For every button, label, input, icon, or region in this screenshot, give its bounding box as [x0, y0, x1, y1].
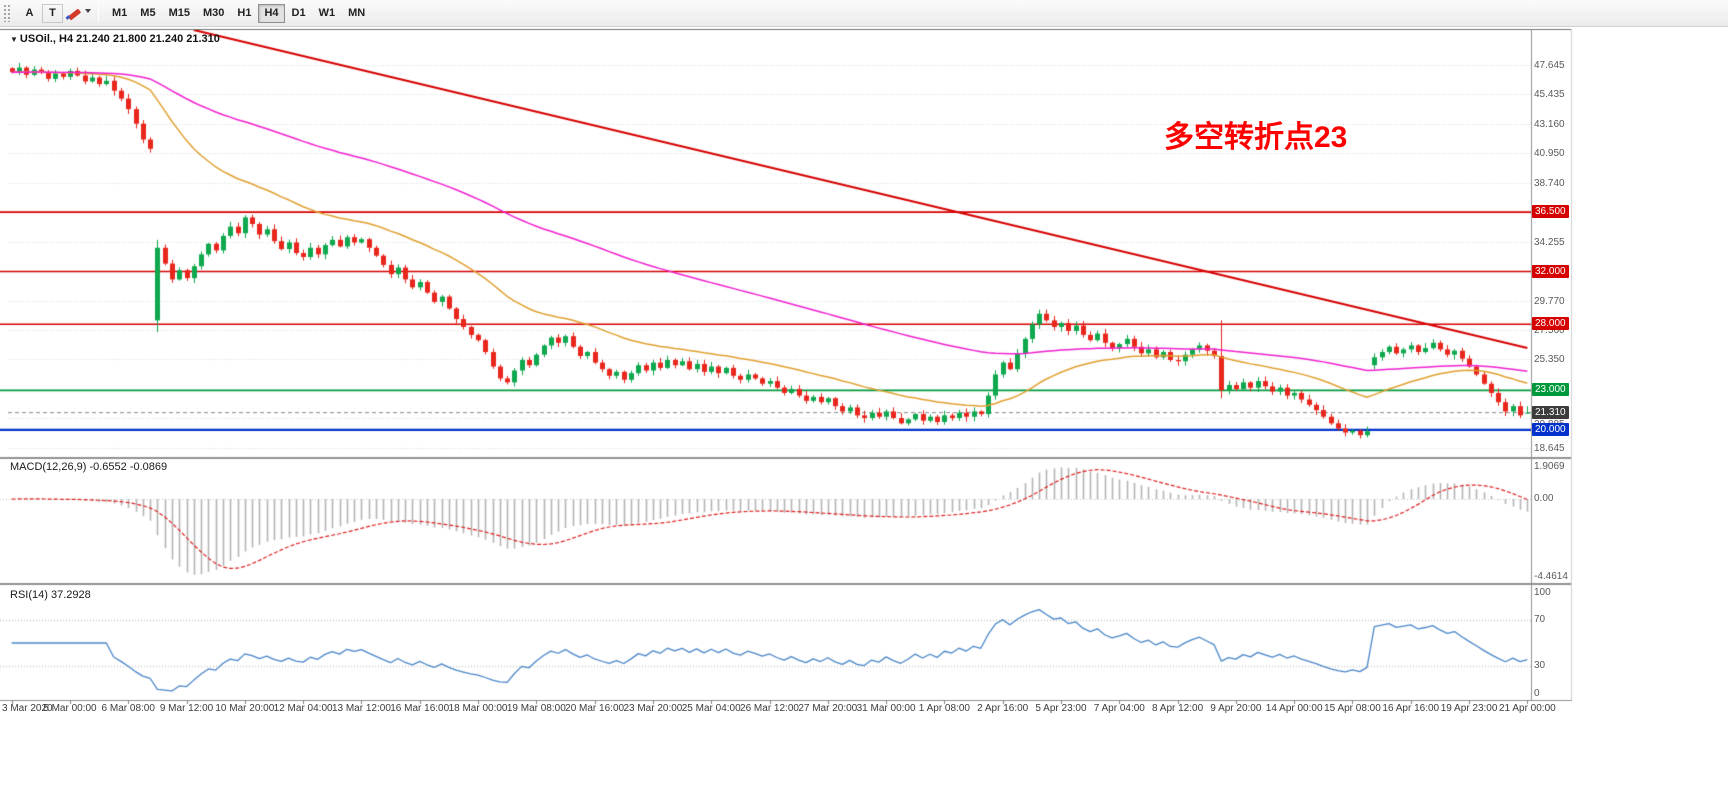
rsi-axis-label: 100	[1534, 587, 1551, 598]
time-axis-label: 2 Apr 16:00	[977, 703, 1029, 714]
time-axis-label: 12 Mar 04:00	[273, 703, 333, 714]
time-axis-label: 9 Apr 20:00	[1210, 703, 1262, 714]
time-axis-label: 19 Apr 23:00	[1440, 703, 1498, 714]
time-axis-label: 20 Mar 16:00	[565, 703, 625, 714]
time-axis-label: 25 Mar 04:00	[681, 703, 741, 714]
symbol-label: ▼ USOil., H4 21.240 21.800 21.240 21.310	[10, 33, 220, 45]
time-axis-label: 7 Apr 04:00	[1093, 703, 1145, 714]
toolbar: A T M1 M5 M15 M30 H1 H4 D1 W1 MN	[0, 0, 1728, 27]
price-grid-label: 18.645	[1534, 442, 1565, 454]
macd-axis-label: -4.4614	[1534, 571, 1568, 582]
resistance-line-label: 32.000	[1532, 264, 1569, 278]
timeframe-button-h4[interactable]: H4	[258, 3, 285, 23]
time-axis-label: 16 Apr 16:00	[1382, 703, 1440, 714]
time-axis-label: 27 Mar 20:00	[798, 703, 858, 714]
price-grid-label: 45.435	[1534, 89, 1565, 101]
time-axis-label: 26 Mar 12:00	[740, 703, 799, 714]
resistance-line-label: 36.500	[1532, 205, 1569, 219]
time-axis-label: 5 Mar 00:00	[43, 703, 97, 714]
timeframe-button-mn[interactable]: MN	[348, 7, 366, 19]
time-axis-label: 9 Mar 12:00	[159, 703, 214, 714]
timeframe-toolbar: M1 M5 M15 M30 H1 H4 D1 W1 MN	[106, 3, 371, 23]
resistance-line-label: 28.000	[1532, 317, 1569, 331]
time-axis-label: 19 Mar 08:00	[506, 703, 566, 714]
time-axis-label: 21 Apr 00:00	[1498, 703, 1556, 714]
time-axis-label: 31 Mar 00:00	[856, 703, 916, 714]
time-axis-label: 14 Apr 00:00	[1265, 703, 1323, 714]
time-axis-label: 1 Apr 08:00	[918, 703, 970, 714]
time-axis-label: 16 Mar 16:00	[390, 703, 450, 714]
crayon-icon	[65, 4, 85, 22]
support-line-label: 20.000	[1532, 422, 1569, 436]
rsi-indicator-title: RSI(14) 37.2928	[10, 589, 91, 601]
current-price-label: 21.310	[1532, 405, 1569, 419]
text-tool-button[interactable]: T	[42, 3, 63, 23]
time-axis-label: 10 Mar 20:00	[215, 703, 275, 714]
price-grid-label: 34.255	[1534, 236, 1565, 248]
symbol-dropdown-icon: ▼	[10, 35, 18, 44]
chart-text-annotation[interactable]: 多空转折点23	[1164, 121, 1348, 154]
toolbar-separator	[98, 4, 99, 22]
rsi-axis-label: 70	[1534, 614, 1546, 626]
timeframe-button-m5[interactable]: M5	[140, 7, 156, 19]
timeframe-button-d1[interactable]: D1	[291, 7, 306, 19]
chevron-down-icon	[85, 9, 91, 16]
macd-axis-label: 0.00	[1534, 493, 1554, 505]
time-axis-label: 3 Mar 2020	[2, 703, 53, 714]
price-grid-label: 38.740	[1534, 177, 1565, 189]
price-grid-label: 47.645	[1534, 60, 1565, 71]
price-grid-label: 25.350	[1534, 354, 1565, 366]
timeframe-button-m1[interactable]: M1	[112, 7, 128, 19]
time-axis-label: 6 Mar 08:00	[101, 703, 155, 714]
time-axis-label: 13 Mar 12:00	[331, 703, 391, 714]
macd-axis-label: 1.9069	[1534, 461, 1565, 472]
macd-indicator-title: MACD(12,26,9) -0.6552 -0.0869	[10, 461, 168, 473]
timeframe-button-h1[interactable]: H1	[237, 7, 252, 19]
price-grid-label: 29.770	[1534, 295, 1565, 307]
time-axis-label: 23 Mar 20:00	[623, 703, 683, 714]
time-axis-label: 15 Apr 08:00	[1324, 703, 1381, 714]
toolbar-drag-grip[interactable]	[3, 4, 12, 22]
price-grid-label: 43.160	[1534, 119, 1565, 131]
timeframe-button-m15[interactable]: M15	[168, 7, 190, 19]
rsi-axis-label: 0	[1534, 688, 1540, 699]
price-grid-label: 27.560	[1534, 325, 1565, 337]
time-axis-label: 8 Apr 12:00	[1151, 703, 1204, 714]
symbol-ohlc-text: USOil., H4 21.240 21.800 21.240 21.310	[19, 33, 220, 45]
cursor-tool-button[interactable]: A	[25, 7, 34, 19]
support-line-label: 23.000	[1532, 383, 1569, 397]
rsi-axis-label: 30	[1534, 659, 1546, 671]
drawing-tool-button[interactable]	[65, 4, 91, 22]
price-grid-label: 40.950	[1534, 148, 1565, 160]
time-axis-label: 18 Mar 00:00	[448, 703, 508, 714]
time-axis-label: 5 Apr 23:00	[1035, 703, 1087, 714]
timeframe-button-m30[interactable]: M30	[202, 7, 225, 19]
timeframe-button-w1[interactable]: W1	[318, 7, 336, 19]
